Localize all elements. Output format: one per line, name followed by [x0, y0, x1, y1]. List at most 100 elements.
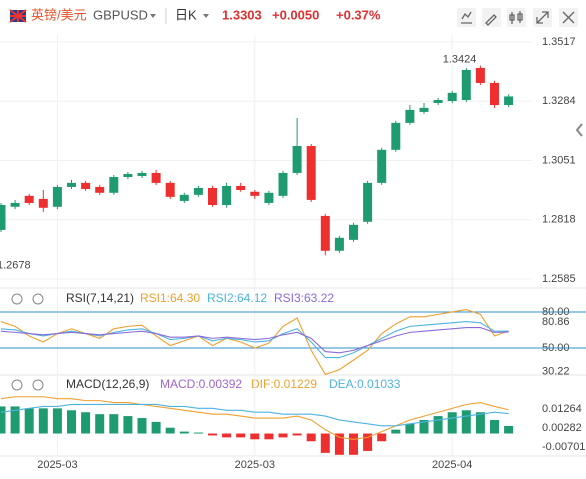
macd-bar: [490, 419, 499, 434]
macd-bar: [405, 423, 415, 434]
macd-bar: [391, 429, 401, 434]
macd-bar: [222, 433, 232, 438]
y-tick-label: 0.01264: [542, 403, 582, 415]
macd-bar: [264, 433, 274, 440]
y-tick-label: 1.2818: [542, 214, 576, 226]
y-tick-label: 80.86: [542, 316, 570, 328]
visibility-icon[interactable]: [11, 379, 23, 391]
macd-bar: [447, 412, 457, 434]
candle-body: [0, 205, 6, 230]
low-label: 1.2678: [0, 259, 31, 271]
change: +0.0050: [272, 7, 319, 22]
candle-body: [24, 195, 34, 203]
macd-bar: [165, 427, 175, 434]
candle-body: [475, 67, 485, 83]
candle-body: [250, 191, 260, 196]
macd-bar: [419, 419, 429, 434]
candle-body: [38, 198, 48, 208]
expand-icon: [536, 11, 549, 24]
macd-bar: [504, 425, 514, 434]
candle-body: [504, 96, 514, 106]
candle-body: [123, 173, 133, 178]
macd-bar: [137, 418, 147, 434]
macd-bar: [363, 433, 373, 451]
pair-name[interactable]: 英镑/美元: [31, 7, 87, 22]
macd-bar: [151, 421, 161, 434]
macd-bar: [475, 412, 485, 434]
macd-bar: [179, 431, 189, 434]
candle-body: [264, 192, 274, 203]
settings-icon: [562, 11, 575, 24]
visibility-icon[interactable]: [11, 293, 23, 305]
macd-bar: [10, 406, 20, 434]
indicator-button[interactable]: [457, 8, 476, 27]
macd-bar: [278, 433, 288, 438]
settings-icon[interactable]: [32, 379, 44, 391]
macd-bar: [334, 433, 344, 455]
y-tick-label: 1.3051: [542, 154, 576, 166]
macd-bar: [461, 410, 471, 434]
candle-body: [52, 186, 62, 207]
y-tick-label: 1.2585: [542, 273, 576, 285]
macd-bar: [0, 406, 6, 434]
candle-body: [137, 172, 147, 177]
candle-body: [363, 182, 373, 222]
legend-entry: RSI3:63.22: [274, 291, 334, 305]
y-tick-label: 1.3284: [542, 95, 576, 107]
collapse-arrow[interactable]: [575, 123, 583, 137]
macd-bar: [24, 408, 34, 434]
symbol[interactable]: GBPUSD: [93, 7, 148, 22]
y-tick-label: 1.3517: [542, 36, 576, 48]
macd-bar: [109, 414, 119, 434]
legend-entry: MACD:0.00392: [160, 377, 242, 391]
x-tick-label: 2025-04: [432, 459, 472, 471]
indicator-line: [0, 327, 509, 354]
candle-body: [81, 182, 91, 189]
indicator-line: [0, 403, 509, 427]
macd-bar: [236, 433, 246, 438]
macd-bar: [38, 408, 48, 434]
legend-entry: RSI1:64.30: [140, 291, 200, 305]
candle-body: [292, 146, 302, 173]
candle-body: [109, 177, 119, 193]
macd-bar: [433, 416, 443, 434]
rsi-header: RSI(7,14,21) RSI1:64.30 RSI2:64.12 RSI3:…: [11, 291, 334, 305]
candle-body: [320, 215, 330, 251]
candle-body: [193, 187, 203, 195]
macd-bar: [52, 408, 62, 434]
candle-body: [419, 107, 429, 112]
candle-body: [208, 187, 217, 206]
candle-body: [236, 185, 246, 190]
type-icon: [509, 11, 523, 24]
legend-entry: DEA:0.01033: [329, 377, 401, 391]
macd-bar: [208, 433, 217, 436]
period[interactable]: 日K: [175, 7, 197, 22]
macd-bar: [123, 416, 133, 434]
caret: [203, 14, 209, 18]
indicator-title: RSI(7,14,21): [66, 291, 134, 305]
macd-bar: [320, 433, 330, 453]
y-tick-label: -0.00701: [542, 441, 585, 453]
change-pct: +0.37%: [336, 7, 381, 22]
candle-body: [151, 172, 161, 183]
candle-body: [349, 224, 358, 240]
indicator-icon: [461, 11, 472, 24]
candle-body: [222, 185, 232, 206]
legend-entry: RSI2:64.12: [207, 291, 267, 305]
candle-body: [447, 92, 457, 101]
x-tick-label: 2025-03: [37, 459, 77, 471]
macd-bar: [67, 410, 76, 434]
candle-body: [377, 149, 387, 183]
candle-body: [405, 109, 415, 123]
candle-body: [334, 237, 344, 251]
price: 1.3303: [222, 7, 262, 22]
settings-icon[interactable]: [32, 293, 44, 305]
header: 英镑/美元 GBPUSD 日K 1.3303 +0.0050 +0.37%: [9, 7, 583, 137]
macd-bar: [292, 433, 302, 436]
macd-bar: [81, 412, 91, 434]
indicator-line: [0, 396, 509, 440]
candle-body: [490, 82, 499, 106]
candle-body: [433, 99, 443, 104]
draw-icon: [485, 14, 497, 26]
